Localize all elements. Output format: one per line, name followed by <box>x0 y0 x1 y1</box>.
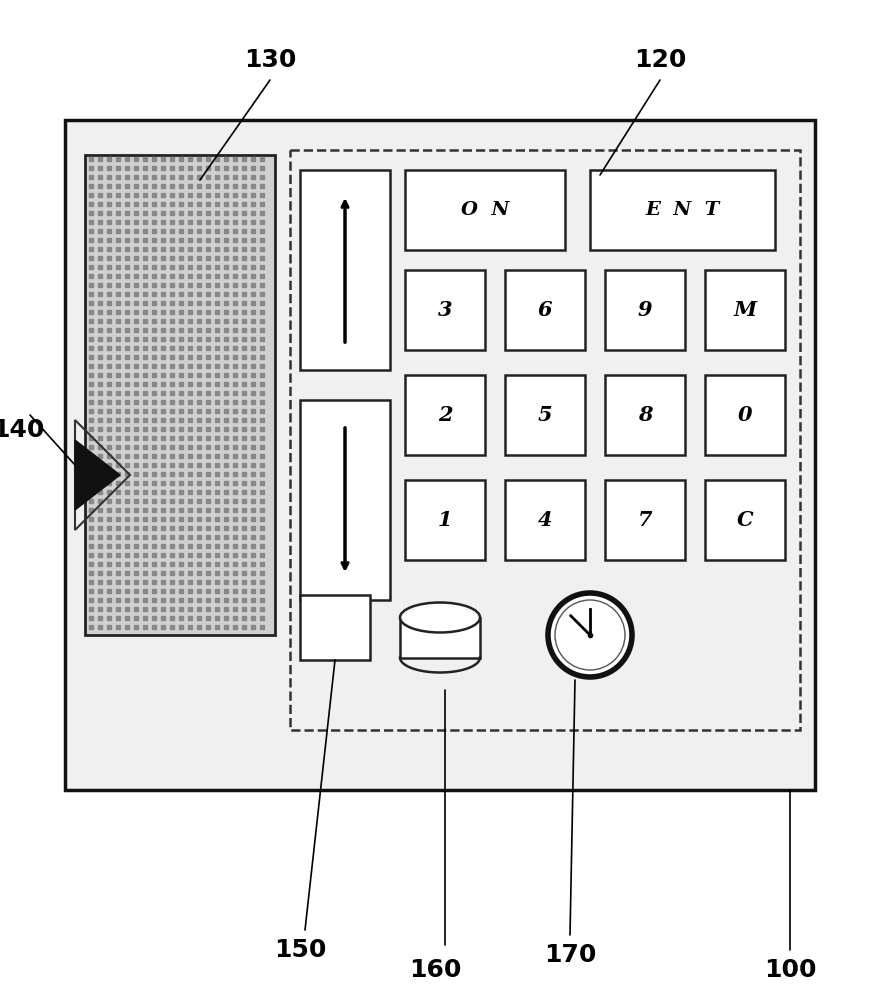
Bar <box>65 120 815 790</box>
Bar <box>300 170 390 370</box>
Text: C: C <box>736 510 753 530</box>
Text: 100: 100 <box>764 958 816 982</box>
Text: 9: 9 <box>638 300 653 320</box>
Bar <box>505 480 585 560</box>
Text: 8: 8 <box>638 405 653 425</box>
Text: O  N: O N <box>460 201 509 219</box>
Bar <box>290 150 800 730</box>
Bar <box>505 270 585 350</box>
Circle shape <box>548 593 632 677</box>
Bar <box>605 480 685 560</box>
Ellipse shape <box>400 602 480 633</box>
Bar <box>405 480 485 560</box>
Bar <box>505 375 585 455</box>
Text: 6: 6 <box>538 300 552 320</box>
Text: 120: 120 <box>634 48 686 72</box>
Text: 160: 160 <box>409 958 461 982</box>
Circle shape <box>555 600 625 670</box>
Text: 2: 2 <box>437 405 452 425</box>
Bar <box>300 595 370 660</box>
Bar <box>705 480 785 560</box>
Text: 0: 0 <box>737 405 752 425</box>
Bar <box>405 170 565 250</box>
Text: M: M <box>734 300 757 320</box>
Text: 170: 170 <box>544 943 596 967</box>
Bar <box>605 270 685 350</box>
Text: 4: 4 <box>538 510 552 530</box>
Polygon shape <box>75 440 120 510</box>
Bar <box>400 617 480 658</box>
Bar <box>85 155 275 635</box>
Text: 3: 3 <box>437 300 452 320</box>
Bar <box>405 270 485 350</box>
Text: 1: 1 <box>437 510 452 530</box>
Bar <box>590 170 775 250</box>
Text: E  N  T: E N T <box>646 201 720 219</box>
Bar <box>300 400 390 600</box>
Text: 150: 150 <box>273 938 326 962</box>
Text: 7: 7 <box>638 510 653 530</box>
Bar <box>705 375 785 455</box>
Bar <box>405 375 485 455</box>
Text: 140: 140 <box>0 418 44 442</box>
Bar <box>605 375 685 455</box>
Bar <box>705 270 785 350</box>
Text: 130: 130 <box>243 48 296 72</box>
Text: 5: 5 <box>538 405 552 425</box>
